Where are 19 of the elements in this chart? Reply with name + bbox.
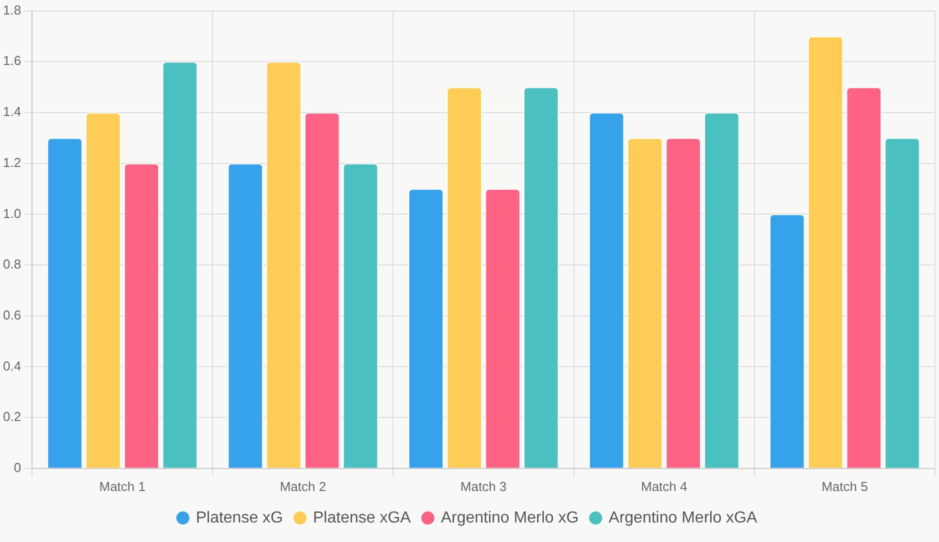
legend-label: Argentino Merlo xGA — [608, 509, 758, 526]
y-tick-label: 0.2 — [2, 409, 22, 424]
y-tick-label: 1.6 — [2, 53, 22, 68]
x-tick-label: Match 5 — [822, 478, 868, 494]
legend-label: Platense xGA — [312, 509, 412, 526]
y-tick-label: 0.4 — [2, 358, 22, 374]
x-tick-label: Match 1 — [99, 478, 146, 494]
y-tick-label: 1.4 — [2, 104, 22, 120]
legend-label: Platense xG — [196, 509, 283, 526]
y-tick-label: 1.2 — [2, 154, 22, 170]
y-tick-label: 0 — [14, 460, 22, 475]
x-tick-label: Match 3 — [460, 478, 507, 494]
legend-label: Argentino Merlo xG — [440, 509, 579, 526]
y-tick-label: 0.6 — [2, 307, 22, 322]
y-tick-label: 1.8 — [2, 2, 22, 18]
x-tick-label: Match 4 — [640, 478, 688, 494]
y-tick-label: 1.0 — [2, 206, 22, 221]
y-tick-label: 0.8 — [2, 256, 22, 272]
x-tick-label: Match 2 — [280, 478, 326, 494]
